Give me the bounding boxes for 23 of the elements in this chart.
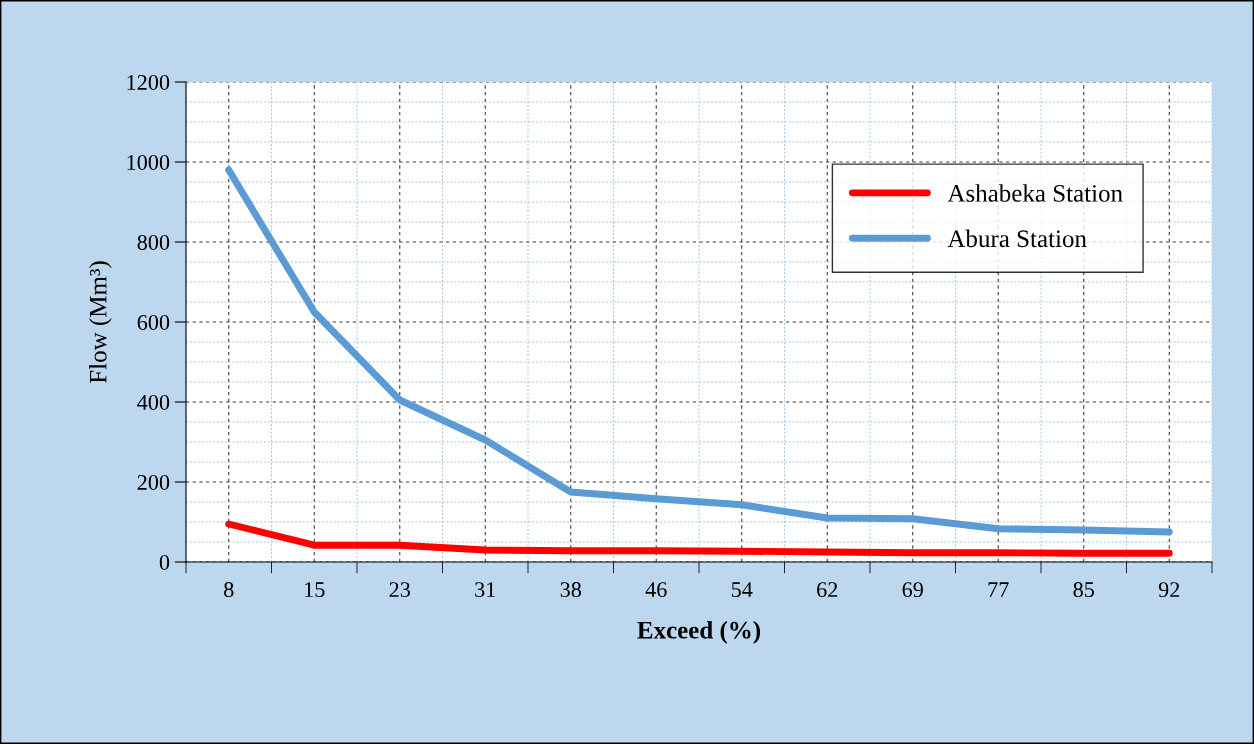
x-tick-label: 8 [224, 582, 234, 598]
y-tick-label: 600 [137, 314, 170, 330]
x-tick-label: 69 [902, 582, 923, 598]
y-tick-label: 1000 [127, 154, 170, 170]
y-tick-label: 400 [137, 394, 170, 410]
x-tick-label: 77 [988, 582, 1009, 597]
y-tick-label: 800 [137, 234, 170, 250]
y-axis-title: Flow (Mm³) [89, 261, 112, 384]
y-tick-label: 1200 [127, 74, 170, 90]
y-tick-label: 200 [137, 474, 170, 490]
x-tick-label: 23 [389, 582, 410, 598]
x-tick-label: 15 [305, 582, 325, 598]
x-tick-label: 92 [1158, 582, 1180, 598]
x-tick-label: 62 [817, 582, 838, 598]
legend-label: Abura Station [947, 229, 1087, 248]
y-tick-label: 0 [159, 554, 170, 570]
x-tick-label: 31 [475, 582, 496, 598]
legend-label: Ashabeka Station [947, 184, 1123, 202]
x-tick-label: 85 [1073, 582, 1094, 598]
x-tick-label: 46 [645, 582, 667, 598]
x-tick-label: 54 [731, 582, 753, 598]
x-axis-title: Exceed (%) [637, 621, 761, 644]
x-tick-label: 38 [560, 582, 582, 598]
